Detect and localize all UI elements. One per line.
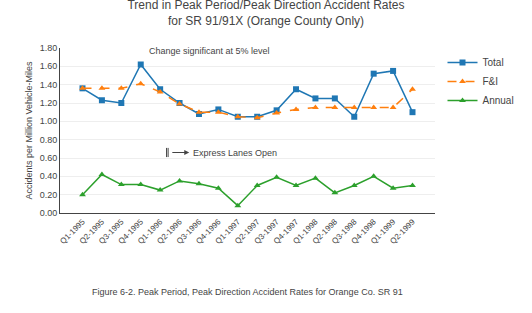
svg-text:0.80: 0.80 — [40, 135, 58, 145]
svg-text:Accidents per Million Vehicle-: Accidents per Million Vehicle-Miles — [24, 61, 34, 200]
svg-text:Total: Total — [483, 57, 504, 68]
svg-text:1.60: 1.60 — [40, 61, 58, 71]
svg-text:Q2-1995: Q2-1995 — [78, 217, 107, 246]
svg-text:0.40: 0.40 — [40, 171, 58, 181]
svg-text:0.00: 0.00 — [40, 208, 58, 218]
svg-text:Change significant at 5% level: Change significant at 5% level — [149, 46, 270, 56]
svg-text:Q1-1996: Q1-1996 — [136, 217, 165, 246]
svg-text:Q4-1997: Q4-1997 — [272, 217, 301, 246]
svg-text:Express Lanes Open: Express Lanes Open — [193, 148, 277, 158]
svg-text:Q3-1997: Q3-1997 — [252, 217, 281, 246]
svg-text:F&I: F&I — [483, 76, 499, 87]
svg-text:0.20: 0.20 — [40, 190, 58, 200]
svg-text:Q3-1998: Q3-1998 — [330, 217, 359, 246]
svg-text:Q2-1997: Q2-1997 — [233, 217, 262, 246]
svg-text:Q1-1999: Q1-1999 — [369, 217, 398, 246]
svg-text:0.60: 0.60 — [40, 153, 58, 163]
svg-text:Q4-1996: Q4-1996 — [194, 217, 223, 246]
svg-text:1.20: 1.20 — [40, 98, 58, 108]
svg-text:Q2-1999: Q2-1999 — [388, 217, 417, 246]
svg-text:1.40: 1.40 — [40, 80, 58, 90]
svg-text:Q2-1998: Q2-1998 — [311, 217, 340, 246]
svg-text:Annual: Annual — [483, 95, 514, 106]
svg-text:Trend in Peak Period/Peak Dire: Trend in Peak Period/Peak Direction Acci… — [127, 0, 404, 28]
svg-text:Q1-1997: Q1-1997 — [214, 217, 243, 246]
svg-text:Q1-1998: Q1-1998 — [291, 217, 320, 246]
svg-text:Q3-1996: Q3-1996 — [175, 217, 204, 246]
svg-text:Q1-1995: Q1-1995 — [58, 217, 87, 246]
svg-text:Q2-1996: Q2-1996 — [155, 217, 184, 246]
svg-text:Q3-1995: Q3-1995 — [97, 217, 126, 246]
svg-text:1.80: 1.80 — [40, 43, 58, 53]
svg-text:Q4-1995: Q4-1995 — [117, 217, 146, 246]
svg-text:Q4-1998: Q4-1998 — [350, 217, 379, 246]
svg-text:1.00: 1.00 — [40, 116, 58, 126]
svg-text:Figure 6-2. Peak Period, Peak: Figure 6-2. Peak Period, Peak Direction … — [92, 287, 403, 297]
